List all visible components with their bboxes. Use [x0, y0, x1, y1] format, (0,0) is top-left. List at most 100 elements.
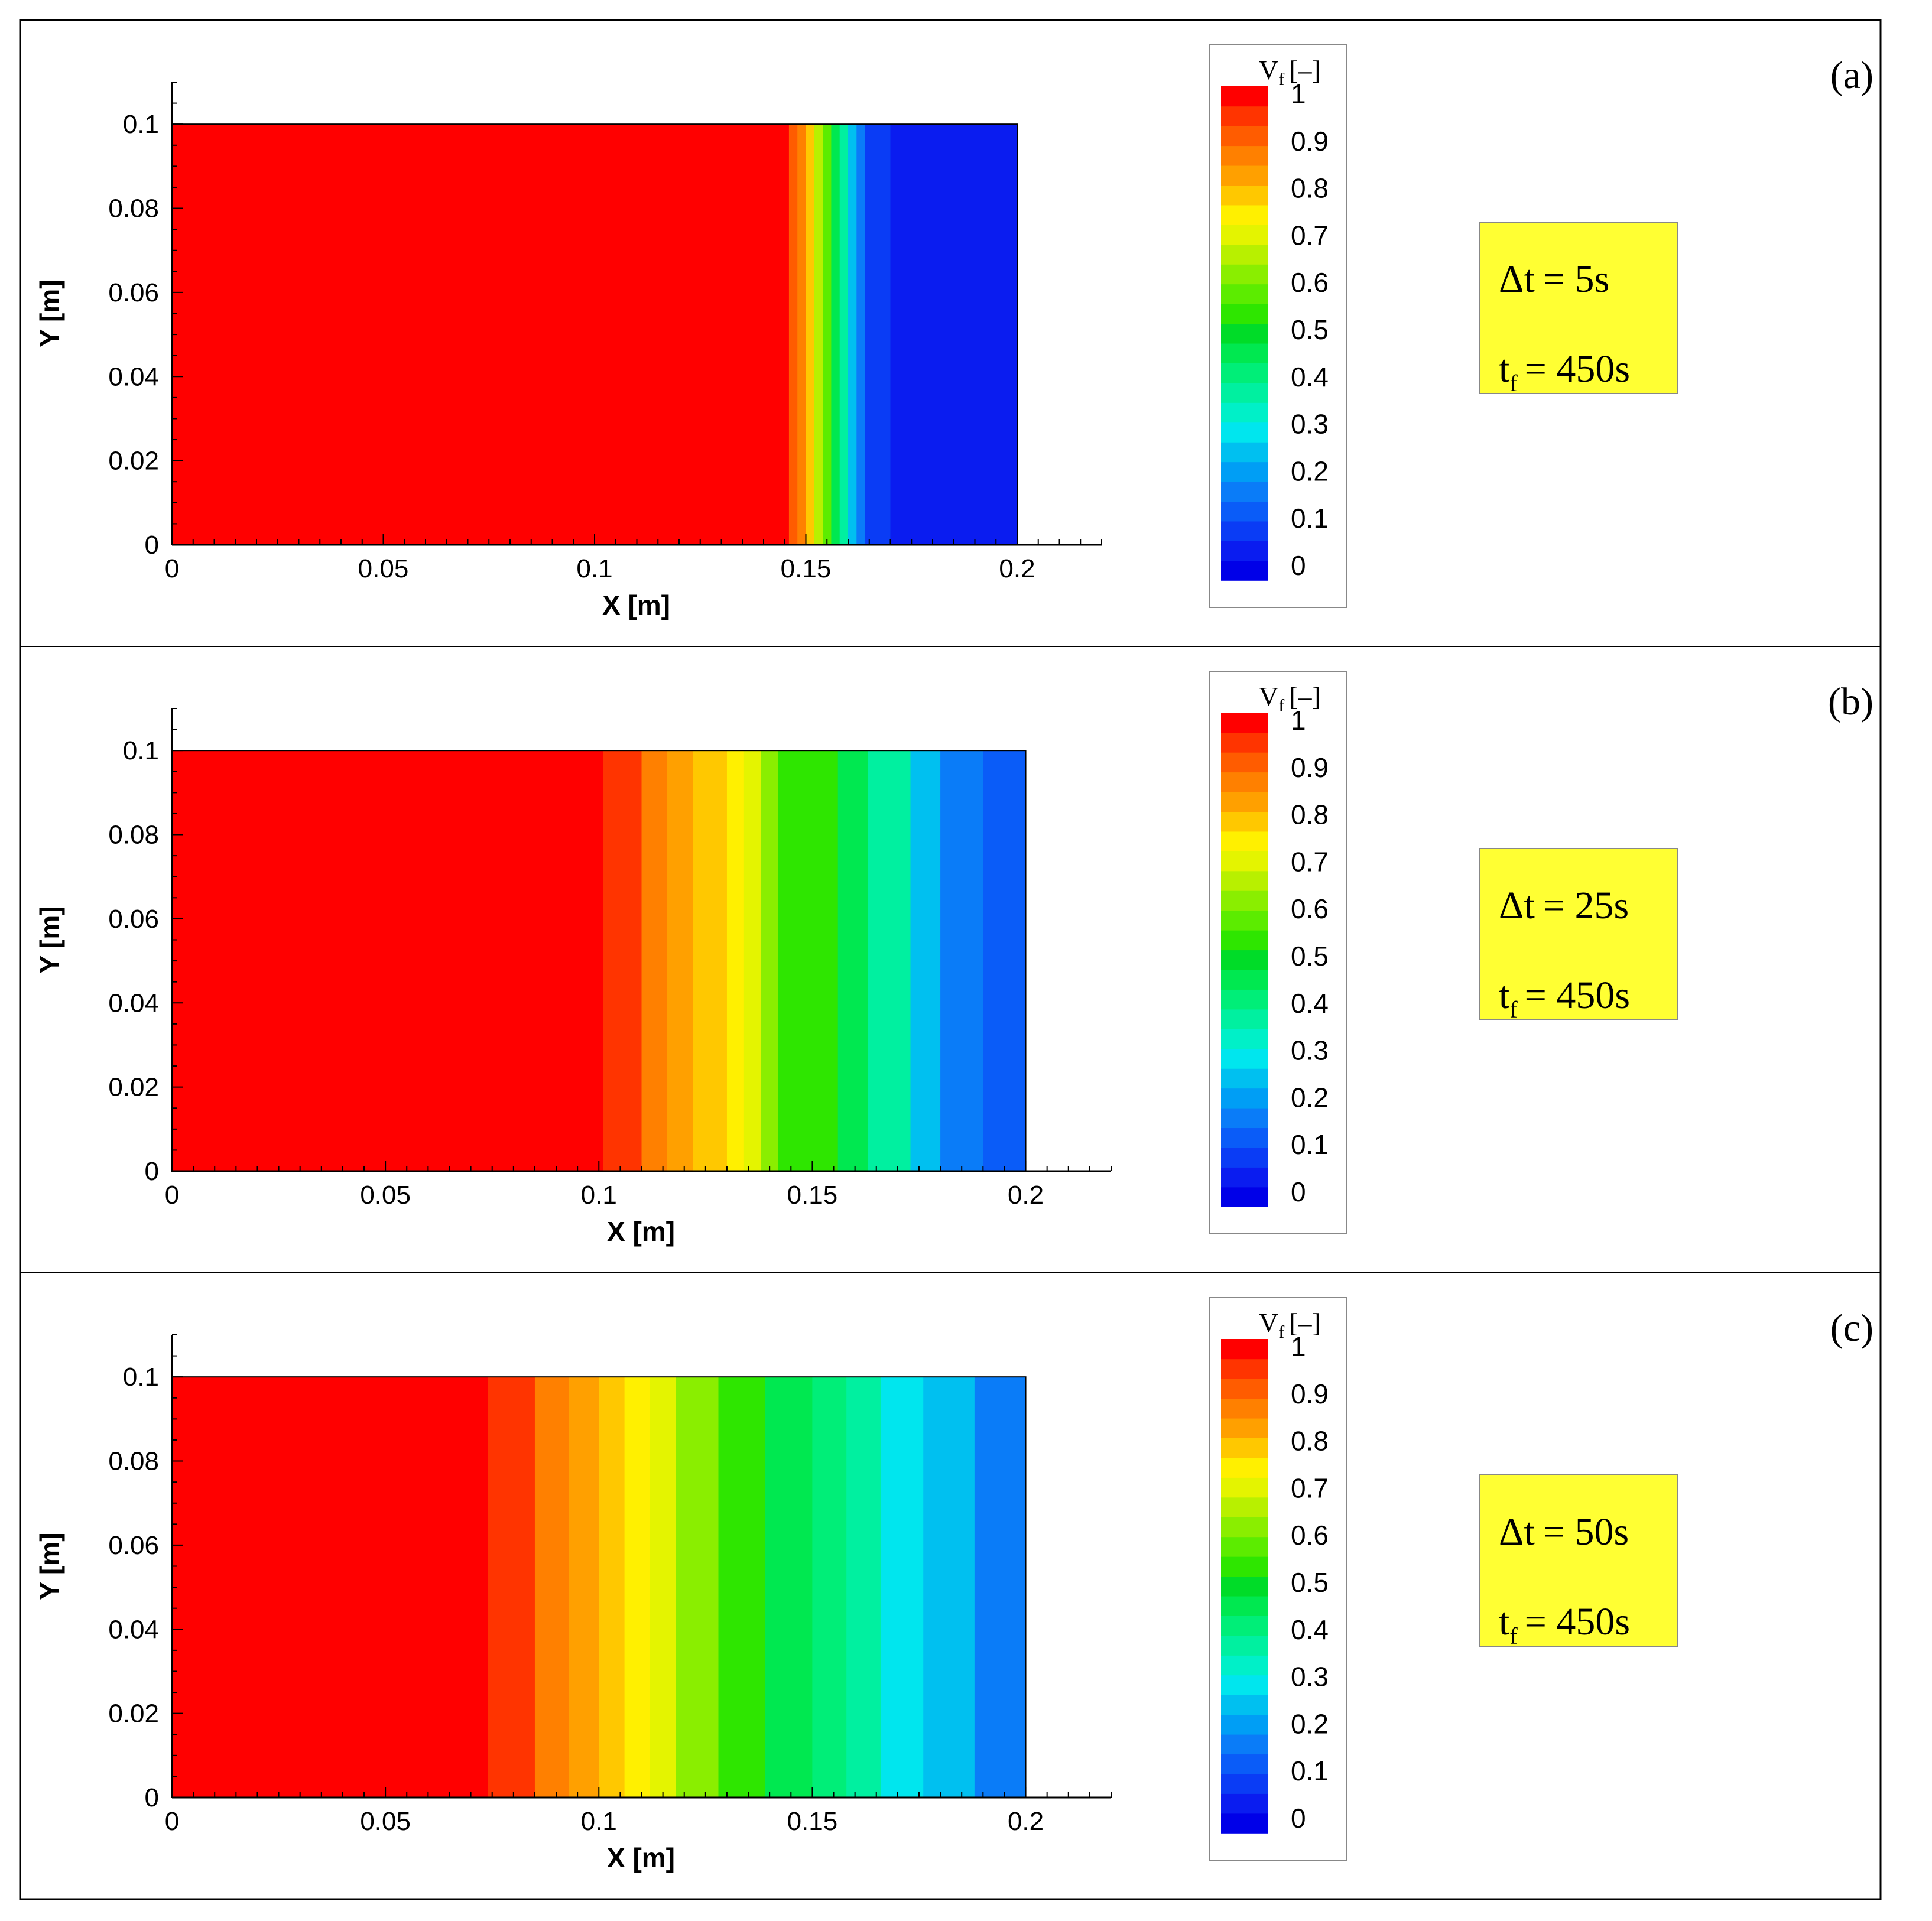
colorbar-swatch [1221, 1773, 1268, 1794]
colorbar-swatch [1221, 165, 1268, 186]
contour-band [172, 1377, 489, 1798]
colorbar-swatch [1221, 1358, 1268, 1379]
colorbar-swatch [1221, 86, 1268, 107]
y-tick-label: 0.04 [108, 362, 159, 391]
colorbar-swatch [1221, 1714, 1268, 1735]
contour-band [837, 750, 868, 1171]
colorbar-title: Vf [–] [1259, 1308, 1321, 1342]
colorbar-swatch [1221, 501, 1268, 522]
figure-frame [19, 19, 1882, 1900]
colorbar-tick-label: 0 [1291, 1803, 1306, 1834]
panel-c: 0 0.05 0.1 0.15 0.2 0 0.02 0.04 0.06 0.08 0.1 X [m]… [34, 1297, 1873, 1873]
y-tick-label: 0.08 [108, 194, 159, 223]
y-tick-label: 0.08 [108, 821, 159, 850]
colorbar-swatch [1221, 1694, 1268, 1715]
colorbar-swatch [1221, 1595, 1268, 1616]
colorbar-swatch [1221, 225, 1268, 245]
contour-band [765, 1377, 813, 1798]
colorbar-swatch [1221, 204, 1268, 225]
contour-band [856, 124, 866, 545]
colorbar-swatch [1221, 772, 1268, 792]
colorbar: Vf [–]1 0.9 0.8 0.7 0.6 0.5 0.4 0.3 0.2 0.1 0 [1209, 1297, 1347, 1861]
colorbar-tick-label: 0.5 [1291, 941, 1329, 971]
colorbar-swatch [1221, 950, 1268, 970]
colorbar-swatch [1221, 732, 1268, 753]
colorbar-swatch [1221, 244, 1268, 265]
colorbar-swatch [1221, 890, 1268, 911]
colorbar-tick-label: 0.6 [1291, 267, 1329, 298]
colorbar-tick-label: 0.8 [1291, 173, 1329, 204]
x-tick-label: 0.15 [787, 1181, 838, 1210]
colorbar-swatch [1221, 752, 1268, 773]
x-tick-label: 0 [165, 1807, 179, 1836]
colorbar-tick-label: 0.9 [1291, 1379, 1329, 1409]
colorbar-swatch [1221, 1556, 1268, 1577]
colorbar-tick-label: 0.6 [1291, 1520, 1329, 1551]
colorbar-swatch [1221, 481, 1268, 502]
contour-band [788, 124, 798, 545]
colorbar-tick-label: 0 [1291, 1176, 1306, 1207]
colorbar-tick-label: 0.3 [1291, 1035, 1329, 1066]
annotation-final-time: tf = 450s [1499, 974, 1630, 1023]
colorbar-swatch [1221, 1378, 1268, 1399]
colorbar-tick-label: 0.1 [1291, 503, 1329, 534]
colorbar-tick-label: 1 [1291, 705, 1306, 736]
colorbar-swatch [1221, 1497, 1268, 1517]
y-tick-label: 0.1 [123, 110, 159, 139]
colorbar-swatch [1221, 363, 1268, 383]
contour-band [868, 750, 911, 1171]
colorbar-swatch [1221, 1088, 1268, 1109]
x-tick-label: 0.05 [360, 1807, 411, 1836]
colorbar-tick-label: 0.7 [1291, 846, 1329, 877]
annotation-time-step: Δt = 5s [1499, 258, 1609, 301]
contour-band [797, 124, 807, 545]
panel-a: 0 0.05 0.1 0.15 0.2 0 0.02 0.04 0.06 0.08 0.1 X [m]… [34, 44, 1873, 620]
y-tick-label: 0.06 [108, 278, 159, 307]
x-axis-label: X [m] [607, 1216, 675, 1247]
y-tick-label: 0.1 [123, 1363, 159, 1392]
colorbar-swatch [1221, 1793, 1268, 1814]
panel-label: (a) [1830, 54, 1873, 97]
x-tick-label: 0.15 [781, 554, 832, 583]
contour-band [806, 124, 815, 545]
x-tick-label: 0.1 [581, 1807, 617, 1836]
colorbar-tick-label: 0.6 [1291, 893, 1329, 924]
colorbar-swatch [1221, 1339, 1268, 1360]
colorbar-swatch [1221, 929, 1268, 951]
colorbar-swatch [1221, 1576, 1268, 1597]
panel-label: (c) [1830, 1306, 1873, 1350]
x-axis-label: X [m] [602, 590, 670, 620]
panel-b: 0 0.05 0.1 0.15 0.2 0 0.02 0.04 0.06 0.08 0.1 X [m]… [34, 671, 1873, 1247]
colorbar-swatch [1221, 441, 1268, 463]
colorbar-swatch [1221, 125, 1268, 147]
contour-band [667, 750, 693, 1171]
colorbar-swatch [1221, 969, 1268, 990]
x-tick-label: 0.2 [1008, 1181, 1044, 1210]
contour-band [599, 1377, 625, 1798]
contour-band [910, 750, 941, 1171]
colorbar-swatch [1221, 1107, 1268, 1129]
colorbar-swatch [1221, 145, 1268, 166]
colorbar-title: Vf [–] [1259, 681, 1321, 716]
colorbar-swatch [1221, 284, 1268, 304]
colorbar-tick-label: 1 [1291, 79, 1306, 109]
colorbar-swatch [1221, 323, 1268, 344]
colorbar-tick-label: 0.4 [1291, 988, 1329, 1019]
contour-band [923, 1377, 975, 1798]
annotation-box: Δt = 50s tf = 450s [1479, 1474, 1678, 1649]
colorbar-tick-label: 0.2 [1291, 1708, 1329, 1739]
colorbar-swatch [1221, 1398, 1268, 1419]
colorbar-swatch [1221, 106, 1268, 126]
colorbar-tick-label: 0 [1291, 550, 1306, 581]
y-tick-label: 0.02 [108, 1699, 159, 1728]
colorbar-swatch [1221, 343, 1268, 363]
y-tick-label: 0.02 [108, 1073, 159, 1102]
y-tick-label: 0.04 [108, 989, 159, 1018]
contour-band [814, 124, 823, 545]
x-tick-label: 0.2 [999, 554, 1035, 583]
colorbar-swatch [1221, 811, 1268, 832]
contour-band [778, 750, 839, 1171]
colorbar-swatch [1221, 1813, 1268, 1834]
annotation-time-step: Δt = 25s [1499, 884, 1629, 927]
